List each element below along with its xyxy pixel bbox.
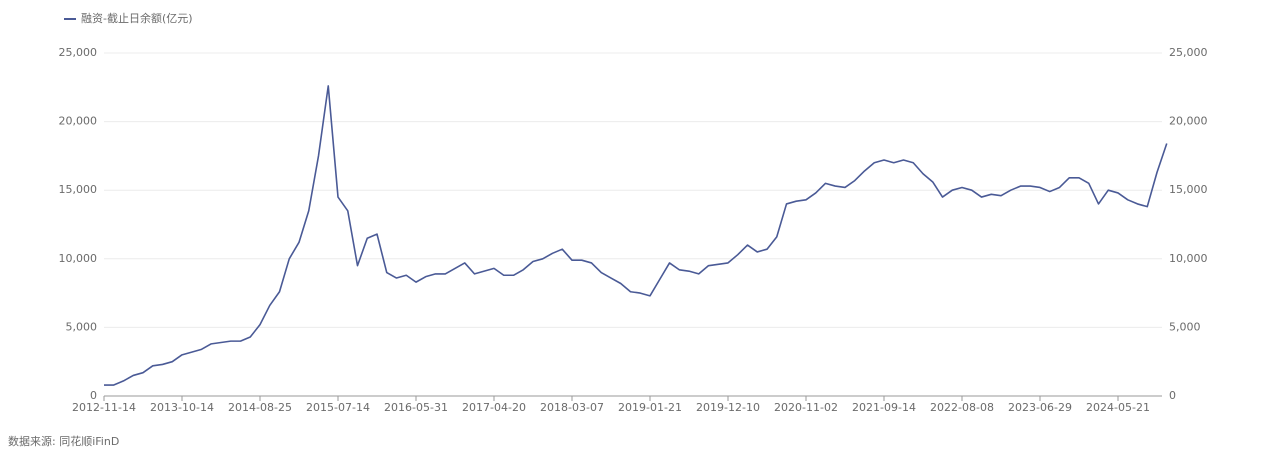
x-tick-label: 2018-03-07 — [540, 401, 604, 414]
y2-tick-label: 25,000 — [1169, 46, 1208, 59]
y2-tick-label: 15,000 — [1169, 183, 1208, 196]
y-tick-label: 15,000 — [59, 183, 98, 196]
y2-tick-label: 10,000 — [1169, 252, 1208, 265]
data-line — [104, 85, 1168, 386]
y2-tick-label: 20,000 — [1169, 115, 1208, 128]
x-tick-label: 2020-11-02 — [774, 401, 838, 414]
x-tick-label: 2012-11-14 — [72, 401, 136, 414]
x-tick-label: 2023-06-29 — [1008, 401, 1072, 414]
x-tick-label: 2021-09-14 — [852, 401, 916, 414]
x-tick-label: 2022-08-08 — [930, 401, 994, 414]
x-tick-label: 2016-05-31 — [384, 401, 448, 414]
x-tick-label: 2024-05-21 — [1086, 401, 1150, 414]
y2-tick-label: 0 — [1169, 389, 1176, 402]
x-tick-label: 2014-08-25 — [228, 401, 292, 414]
x-tick-label: 2019-01-21 — [618, 401, 682, 414]
y2-tick-label: 5,000 — [1169, 320, 1201, 333]
y-tick-label: 5,000 — [66, 320, 98, 333]
x-tick-label: 2019-12-10 — [696, 401, 760, 414]
x-tick-label: 2017-04-20 — [462, 401, 526, 414]
x-tick-label: 2015-07-14 — [306, 401, 370, 414]
x-tick-label: 2013-10-14 — [150, 401, 214, 414]
y-tick-label: 25,000 — [59, 46, 98, 59]
y-tick-label: 0 — [90, 389, 97, 402]
legend-label: 融资-截止日余额(亿元) — [81, 11, 193, 25]
y-tick-label: 10,000 — [59, 252, 98, 265]
y-tick-label: 20,000 — [59, 115, 98, 128]
source-note: 数据来源: 同花顺iFinD — [8, 434, 119, 448]
